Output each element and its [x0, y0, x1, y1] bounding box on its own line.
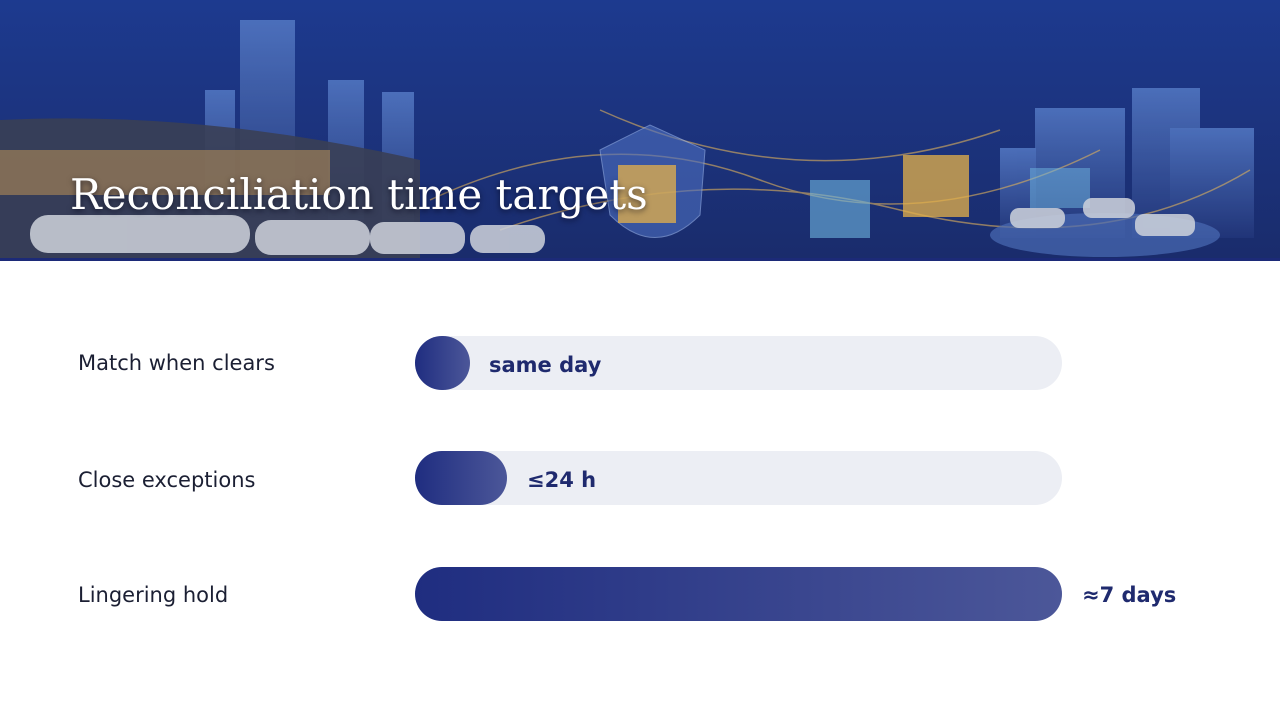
row-label: Match when clears — [78, 351, 275, 375]
banner: Reconciliation time targets — [0, 0, 1280, 261]
banner-art — [0, 0, 1280, 258]
row-label: Lingering hold — [78, 583, 229, 607]
slide-title: Reconciliation time targets — [70, 170, 648, 219]
bar-track — [415, 451, 1062, 505]
bar-fill — [415, 451, 507, 505]
bar-track — [415, 336, 1062, 390]
row-value: ≈7 days — [1082, 583, 1177, 607]
bar-fill — [415, 567, 1062, 621]
bar-fill — [415, 336, 470, 390]
row-value: same day — [489, 353, 602, 377]
row-value: ≤24 h — [527, 468, 597, 492]
bar-track — [415, 567, 1062, 621]
row-label: Close exceptions — [78, 468, 256, 492]
